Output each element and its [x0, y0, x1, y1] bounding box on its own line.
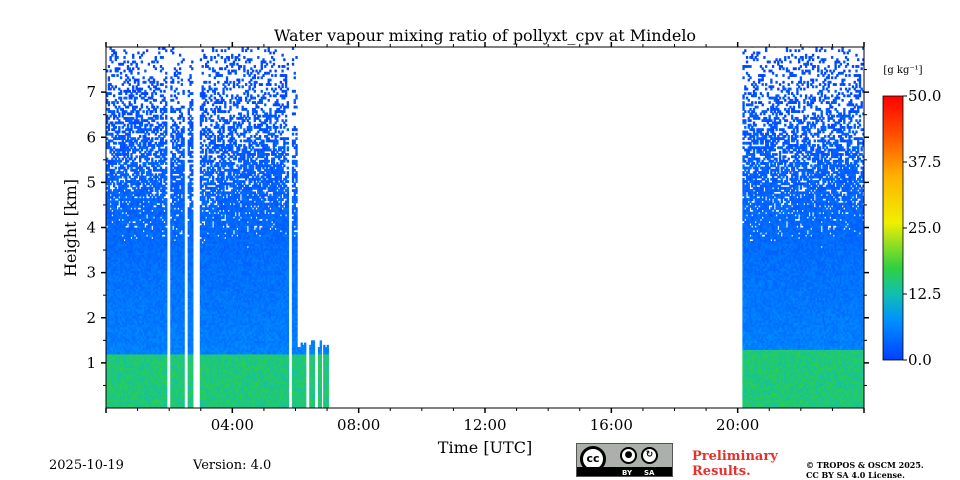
- x-axis-ticks: 04:00 08:00 12:00 16:00 20:00: [105, 42, 865, 434]
- x-tick-label: 20:00: [716, 416, 759, 434]
- y-tick-label: 7: [86, 83, 96, 101]
- y-tick-label: 3: [86, 264, 96, 282]
- cc-label-strip: [577, 467, 672, 476]
- cc-by-person-icon: ●: [620, 447, 637, 464]
- colorbar-tick-label: 0.0: [908, 351, 932, 369]
- preliminary-line-1: Preliminary: [692, 449, 778, 464]
- cc-sa-label: SA: [644, 469, 654, 477]
- y-tick-label: 4: [86, 219, 96, 237]
- y-axis-ticks: 1 2 3 4 5 6 7: [86, 69, 869, 386]
- x-axis-label: Time [UTC]: [438, 438, 532, 457]
- colorbar-tick-label: 37.5: [908, 153, 941, 171]
- colorbar-ticks: 0.0 12.5 25.0 37.5 50.0: [903, 87, 941, 369]
- copyright-line-1: © TROPOS & OSCM 2025.: [806, 460, 924, 470]
- footer-date: 2025-10-19: [49, 458, 124, 473]
- preliminary-results-note: Preliminary Results.: [692, 449, 778, 479]
- copyright-line-2: CC BY SA 4.0 License.: [806, 470, 924, 480]
- x-tick-label: 12:00: [463, 416, 506, 434]
- heatmap-segment: [106, 47, 329, 408]
- x-tick-label: 04:00: [211, 416, 254, 434]
- colorbar-unit-label: [g kg⁻¹]: [883, 65, 922, 76]
- preliminary-line-2: Results.: [692, 464, 778, 479]
- heatmap-segment: [742, 47, 864, 408]
- colorbar-tick-label: 12.5: [908, 285, 941, 303]
- y-axis-label: Height [km]: [61, 179, 80, 277]
- colorbar-tick-label: 50.0: [908, 87, 941, 105]
- footer-version: Version: 4.0: [193, 458, 271, 473]
- y-tick-label: 6: [86, 128, 96, 146]
- cc-sa-share-icon: ↻: [641, 447, 658, 464]
- colorbar: [882, 95, 904, 361]
- chart-title: Water vapour mixing ratio of pollyxt_cpv…: [274, 26, 696, 45]
- colorbar-tick-label: 25.0: [908, 219, 941, 237]
- x-tick-label: 16:00: [590, 416, 633, 434]
- heatmap-data-layer: [106, 47, 864, 408]
- y-tick-label: 5: [86, 173, 96, 191]
- x-tick-label: 08:00: [337, 416, 380, 434]
- copyright-note: © TROPOS & OSCM 2025. CC BY SA 4.0 Licen…: [806, 460, 924, 480]
- cc-by-label: BY: [622, 469, 632, 477]
- y-tick-label: 1: [86, 354, 96, 372]
- y-tick-label: 2: [86, 309, 96, 327]
- cc-license-badge: cc ● ↻ BY SA: [576, 443, 673, 477]
